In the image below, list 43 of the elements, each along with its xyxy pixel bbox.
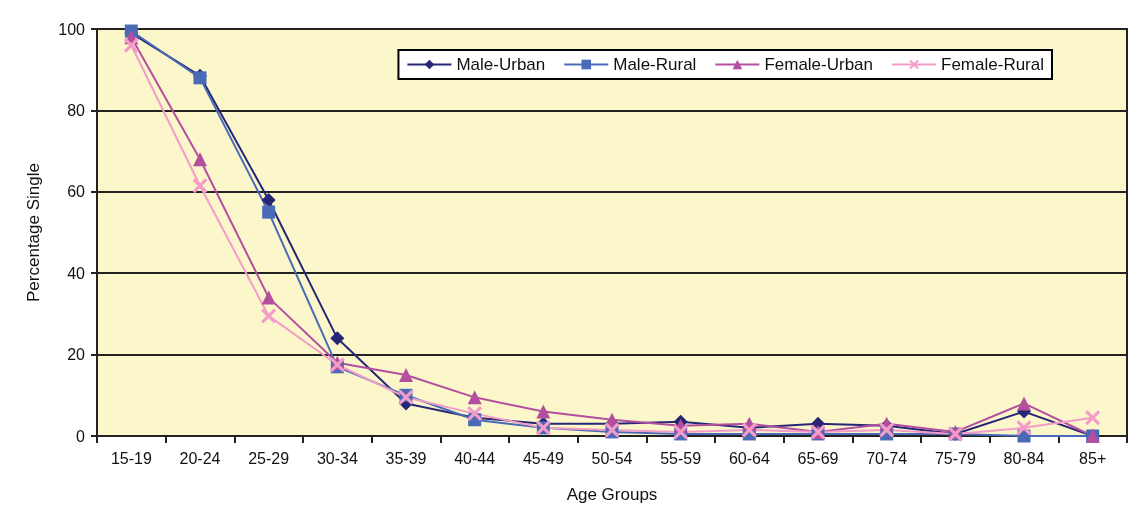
x-axis-title: Age Groups [566, 485, 658, 504]
x-tick-label: 85+ [1079, 449, 1107, 467]
x-tick-label: 70-74 [866, 449, 908, 467]
x-tick-label: 20-24 [179, 449, 221, 467]
point [261, 192, 276, 207]
x-tick-label: 25-29 [248, 449, 290, 467]
x-tick-label: 55-59 [660, 449, 702, 467]
y-tick-label: 20 [67, 346, 86, 364]
y-tick-label: 0 [76, 427, 86, 445]
y-tick-label: 60 [67, 183, 86, 201]
point [399, 367, 413, 382]
point [192, 178, 208, 194]
point [879, 422, 895, 438]
x-tick-label: 75-79 [934, 449, 976, 467]
point [536, 404, 551, 419]
point [262, 205, 276, 219]
point [261, 290, 276, 305]
x-tick-label: 30-34 [316, 449, 358, 467]
x-tick-label: 80-84 [1003, 449, 1045, 467]
point [467, 390, 482, 405]
point [1085, 410, 1101, 426]
legend-label: Male-Urban [456, 55, 546, 74]
x-tick-label: 40-44 [454, 449, 496, 467]
point [1016, 420, 1032, 436]
x-tick-label: 45-49 [522, 449, 564, 467]
legend-label: Female-Urban [764, 55, 874, 74]
y-tick-label: 80 [67, 101, 86, 119]
y-axis-title: Percentage Single [24, 163, 43, 302]
point [467, 406, 483, 422]
x-tick-label: 50-54 [591, 449, 633, 467]
point [193, 152, 207, 167]
x-tick-label: 15-19 [110, 449, 152, 467]
legend-label: Male-Rural [613, 55, 697, 74]
y-tick-label: 100 [58, 20, 86, 38]
x-tick-label: 65-69 [797, 449, 839, 467]
legend-label: Female-Rural [941, 55, 1045, 74]
point [261, 308, 277, 324]
point [330, 331, 345, 346]
point [1017, 396, 1031, 411]
point [123, 37, 139, 53]
x-tick-label: 35-39 [385, 449, 427, 467]
y-tick-label: 40 [67, 264, 86, 282]
x-tick-label: 60-64 [728, 449, 770, 467]
